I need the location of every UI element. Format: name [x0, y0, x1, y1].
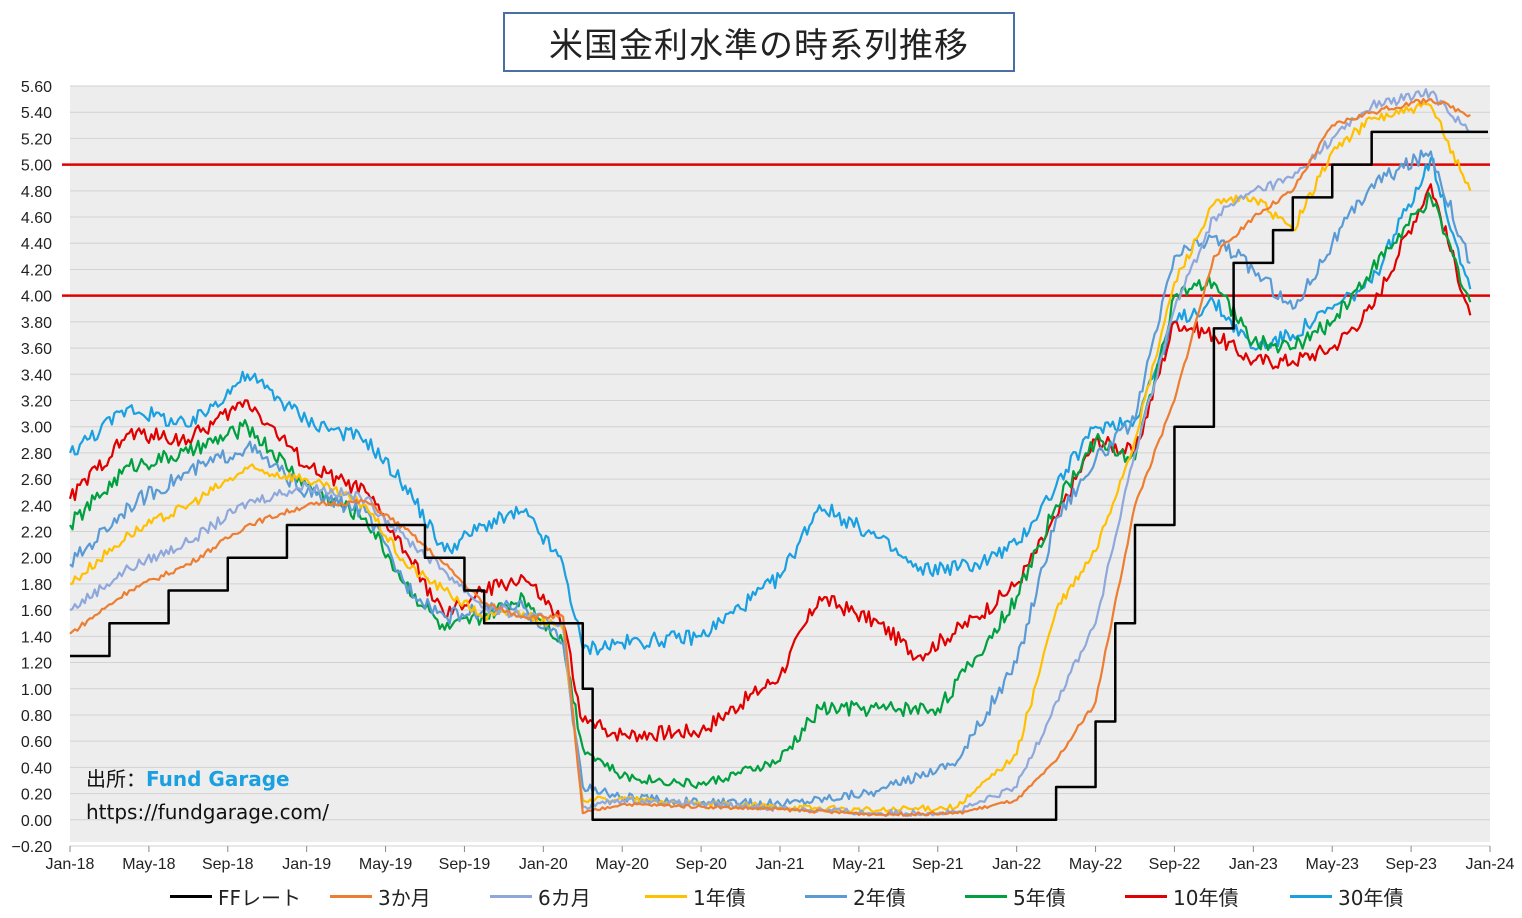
y-tick-label: 4.00 — [21, 289, 52, 306]
source-url: https://fundgarage.com/ — [86, 800, 330, 824]
y-tick-label: 3.00 — [21, 420, 52, 437]
y-tick-label: 5.20 — [21, 131, 52, 148]
legend-label: 5年債 — [1013, 885, 1066, 910]
legend-swatch — [965, 894, 1007, 898]
legend-label: 2年債 — [853, 885, 906, 910]
y-axis-ticks: −0.20 0.00 0.20 0.40 0.60 0.80 1.00 1.20 1.40 1.6… — [12, 79, 53, 856]
y-tick-label: 5.40 — [21, 105, 52, 122]
legend-swatch — [490, 894, 532, 898]
reference-lines — [62, 163, 1490, 297]
legend-swatch — [805, 894, 847, 898]
y-tick-label: 0.20 — [21, 787, 52, 804]
y-tick-label: 0.80 — [21, 708, 52, 725]
x-axis-ticks: Jan-18 May-18 Sep-18 Jan-19 May-19 Sep-19 Jan-… — [46, 846, 1515, 873]
legend-label: 3か月 — [378, 885, 431, 910]
legend-label: FFレート — [218, 885, 302, 910]
legend-swatch — [170, 894, 212, 898]
series-line — [69, 97, 1471, 817]
legend-label: 1年債 — [693, 885, 746, 910]
plot-area — [70, 86, 1490, 842]
legend-item: 5年債 — [965, 878, 1066, 914]
y-tick-label: 0.40 — [21, 760, 52, 777]
legend-swatch — [330, 894, 372, 898]
x-tick-label: May-23 — [1306, 856, 1359, 873]
y-tick-label: 4.60 — [21, 210, 52, 227]
legend-item: FFレート — [170, 878, 301, 914]
y-tick-label: 3.40 — [21, 367, 52, 384]
x-tick-label: Jan-21 — [756, 856, 805, 873]
legend-label: 10年債 — [1173, 885, 1239, 910]
x-tick-label: Jan-19 — [282, 856, 331, 873]
legend-item: 2年債 — [805, 878, 906, 914]
legend-label: 30年債 — [1338, 885, 1404, 910]
y-tick-label: 2.40 — [21, 498, 52, 515]
x-tick-label: Jan-23 — [1229, 856, 1278, 873]
y-tick-label: 1.80 — [21, 577, 52, 594]
source-prefix: 出所： — [86, 767, 146, 791]
y-tick-label: 2.80 — [21, 446, 52, 463]
y-tick-label: 3.60 — [21, 341, 52, 358]
y-tick-label: 1.20 — [21, 656, 52, 673]
legend-item: 1年債 — [645, 878, 746, 914]
y-tick-label: 3.20 — [21, 393, 52, 410]
x-tick-label: May-20 — [596, 856, 649, 873]
legend-item: 10年債 — [1125, 878, 1238, 914]
chart-legend: FFレート 3か月 6カ月 1年債 2年債 5年債 10年債 30年債 — [0, 878, 1522, 914]
y-tick-label: 2.20 — [21, 525, 52, 542]
series-line — [69, 149, 1471, 810]
series-line — [70, 130, 1489, 822]
x-tick-label: May-18 — [122, 856, 175, 873]
x-tick-label: Sep-23 — [1385, 856, 1437, 873]
x-tick-label: Sep-19 — [439, 856, 491, 873]
y-tick-label: 3.80 — [21, 315, 52, 332]
source-credit: 出所：Fund Garage — [86, 763, 290, 792]
legend-item: 3か月 — [330, 878, 431, 914]
y-tick-label: 1.40 — [21, 629, 52, 646]
y-tick-label: 4.40 — [21, 236, 52, 253]
series-line — [68, 183, 1472, 743]
series-lines — [68, 88, 1489, 822]
y-tick-label: 4.80 — [21, 184, 52, 201]
source-brand: Fund Garage — [146, 767, 290, 791]
legend-item: 30年債 — [1290, 878, 1403, 914]
x-tick-label: Sep-18 — [202, 856, 254, 873]
x-tick-label: May-19 — [359, 856, 412, 873]
y-tick-label: 5.00 — [21, 158, 52, 175]
y-tick-label: 1.60 — [21, 603, 52, 620]
y-tick-label: −0.20 — [12, 839, 53, 856]
y-tick-label: 2.00 — [21, 551, 52, 568]
x-tick-label: May-22 — [1069, 856, 1122, 873]
x-tick-label: Jan-20 — [519, 856, 568, 873]
legend-swatch — [1290, 894, 1332, 898]
series-line — [69, 102, 1472, 814]
x-tick-label: Jan-22 — [992, 856, 1041, 873]
y-tick-label: 2.60 — [21, 472, 52, 489]
series-line — [68, 157, 1472, 656]
chart-title: 米国金利水準の時系列推移 — [503, 12, 1015, 72]
x-tick-label: Jan-24 — [1466, 856, 1515, 873]
y-tick-label: 0.60 — [21, 734, 52, 751]
x-tick-label: Jan-18 — [46, 856, 95, 873]
legend-swatch — [1125, 894, 1167, 898]
x-tick-label: Sep-22 — [1149, 856, 1201, 873]
legend-swatch — [645, 894, 687, 898]
y-tick-label: 0.00 — [21, 813, 52, 830]
series-line — [69, 88, 1471, 817]
legend-label: 6カ月 — [538, 885, 591, 910]
y-tick-label: 1.00 — [21, 682, 52, 699]
y-tick-label: 4.20 — [21, 262, 52, 279]
x-tick-label: Sep-20 — [675, 856, 727, 873]
x-tick-label: Sep-21 — [912, 856, 964, 873]
y-tick-label: 5.60 — [21, 79, 52, 96]
legend-item: 6カ月 — [490, 878, 591, 914]
x-tick-label: May-21 — [832, 856, 885, 873]
